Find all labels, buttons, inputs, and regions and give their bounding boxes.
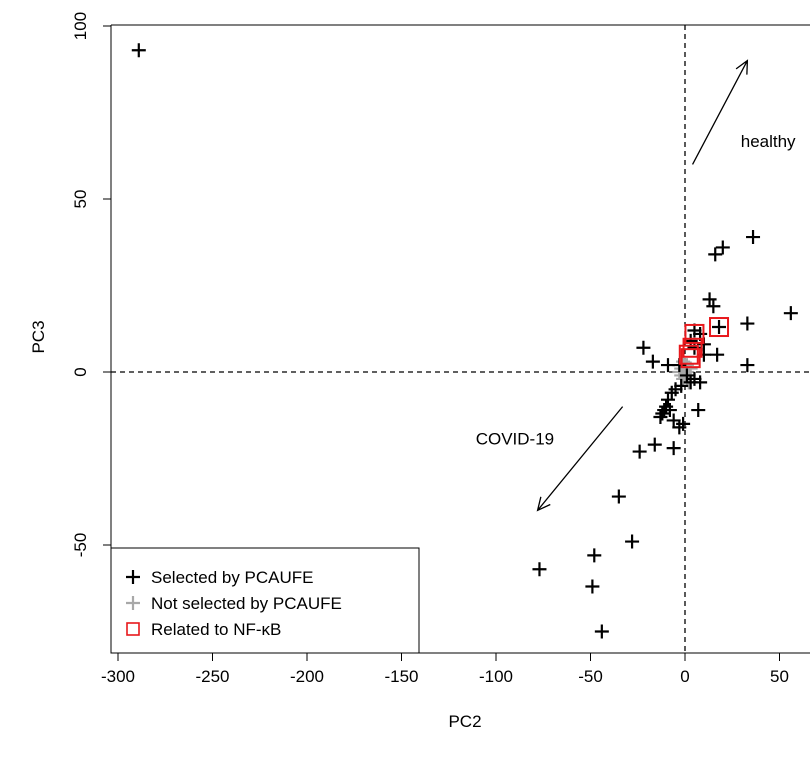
legend-marker-not-selected: [126, 596, 140, 610]
selected-point: [740, 316, 755, 331]
y-axis-title: PC3: [29, 320, 48, 353]
selected-point: [625, 534, 640, 549]
data-points: [131, 43, 798, 639]
legend-box: [110, 547, 420, 654]
nfkb-point: [682, 337, 703, 358]
nfkb-point: [678, 344, 699, 365]
selected-point: [655, 406, 670, 421]
healthy-arrow: [691, 59, 749, 165]
selected-point: [746, 230, 761, 245]
covid-label: COVID-19: [476, 430, 554, 449]
x-tick-label: -150: [384, 667, 418, 686]
selected-point: [662, 403, 677, 418]
selected-point: [660, 392, 675, 407]
y-tick-label: 100: [71, 12, 90, 40]
selected-point: [532, 562, 547, 577]
x-tick-label: -250: [195, 667, 229, 686]
legend-item-selected: Selected by PCAUFE: [126, 568, 314, 587]
legend-label-not-selected: Not selected by PCAUFE: [151, 594, 342, 613]
selected-point: [666, 441, 681, 456]
legend-marker-selected: [126, 570, 140, 584]
y-tick-label: 50: [71, 190, 90, 209]
selected-point: [740, 358, 755, 373]
selected-point: [708, 247, 723, 262]
selected-point: [585, 579, 600, 594]
x-tick-label: -100: [479, 667, 513, 686]
x-axis-ticks: -300 -250 -200 -150 -100 -50 0 50: [101, 653, 789, 686]
selected-point: [611, 489, 626, 504]
selected-point: [636, 340, 651, 355]
y-tick-label: 0: [71, 367, 90, 376]
selected-point: [131, 43, 146, 58]
y-tick-label: -50: [71, 533, 90, 558]
legend-label-selected: Selected by PCAUFE: [151, 568, 314, 587]
selected-point: [710, 347, 725, 362]
selected-point: [783, 306, 798, 321]
x-tick-label: -200: [290, 667, 324, 686]
selected-point: [683, 375, 698, 390]
healthy-label: healthy: [741, 132, 796, 151]
covid-arrow: [536, 406, 624, 512]
selected-point: [706, 299, 721, 314]
selected-point: [653, 409, 668, 424]
nfkb-point: [680, 348, 701, 369]
legend-item-not-selected: Not selected by PCAUFE: [126, 594, 342, 613]
x-tick-label: -50: [578, 667, 603, 686]
legend-marker-nfkb: [126, 622, 140, 636]
selected-point: [672, 420, 687, 435]
annotations: healthy COVID-19: [476, 59, 796, 512]
x-tick-label: 50: [770, 667, 789, 686]
selected-point: [594, 624, 609, 639]
legend-item-nfkb: Related to NF-κB: [126, 620, 281, 639]
selected-point: [647, 437, 662, 452]
legend-label-nfkb: Related to NF-κB: [151, 620, 281, 639]
selected-point: [587, 548, 602, 563]
selected-point: [632, 444, 647, 459]
x-axis-title: PC2: [448, 712, 481, 731]
selected-point: [645, 354, 660, 369]
x-tick-label: 0: [680, 667, 689, 686]
y-axis-ticks: -50 0 50 100: [71, 12, 111, 557]
selected-point: [712, 320, 727, 335]
nfkb-point: [684, 323, 705, 344]
x-tick-label: -300: [101, 667, 135, 686]
nfkb-point: [709, 317, 730, 338]
legend: Selected by PCAUFE Not selected by PCAUF…: [110, 547, 420, 654]
selected-point: [691, 403, 706, 418]
selected-point: [715, 240, 730, 255]
